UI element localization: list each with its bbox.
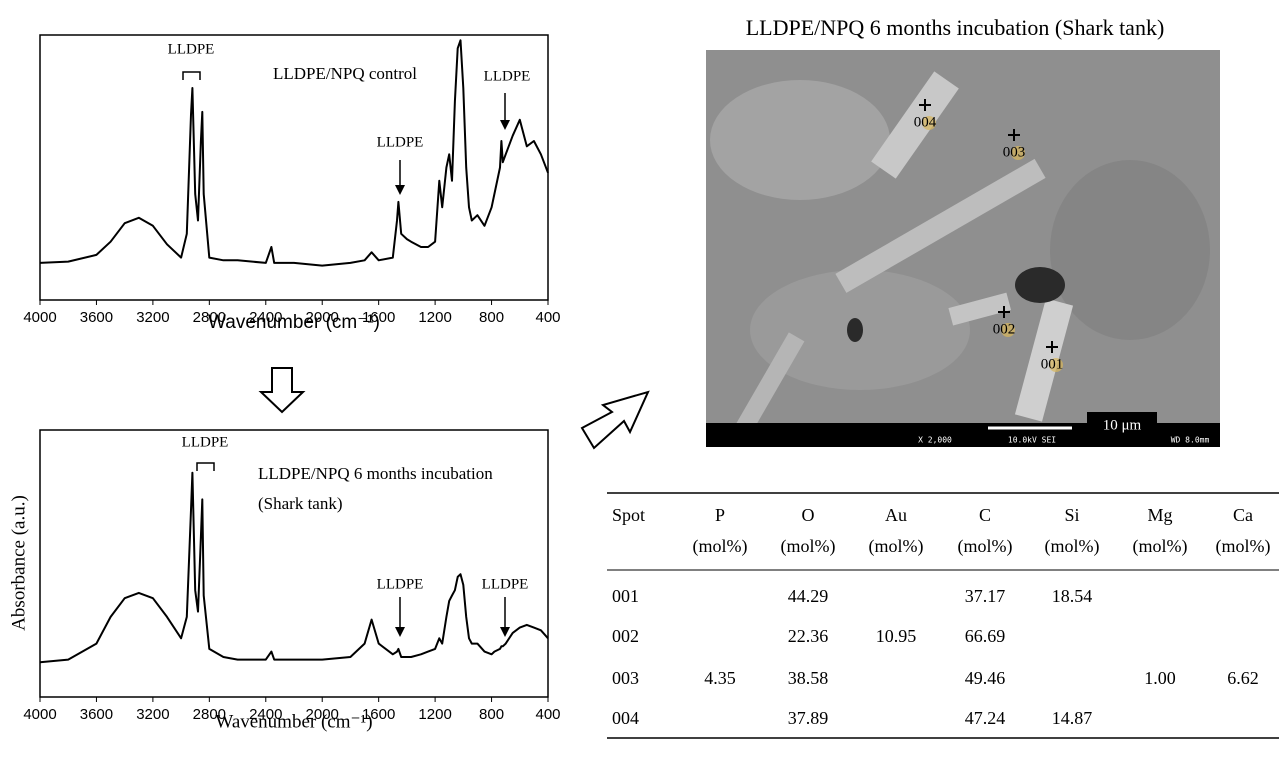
magnification: X 2,000 <box>918 436 952 445</box>
annotation: (Shark tank) <box>258 494 343 513</box>
table-header: Ca <box>1233 505 1253 525</box>
table-cell: 66.69 <box>965 626 1006 646</box>
table-cell: 37.89 <box>788 708 829 728</box>
table-unit: (mol%) <box>1133 536 1188 557</box>
table-unit: (mol%) <box>1045 536 1100 557</box>
table-cell: 6.62 <box>1227 668 1259 688</box>
table-cell: 002 <box>612 626 639 646</box>
scale-label: 10 μm <box>1103 417 1142 433</box>
annotation: LLDPE <box>377 134 424 150</box>
annotation: LLDPE/NPQ 6 months incubation <box>258 464 493 483</box>
spot-label: 004 <box>914 114 937 130</box>
annotation: LLDPE <box>482 576 529 592</box>
annotation: LLDPE <box>168 41 215 57</box>
arrow-head <box>500 120 510 130</box>
figure: LLDPE/NPQ 6 months incubation (Shark tan… <box>0 0 1279 761</box>
table-unit: (mol%) <box>1216 536 1271 557</box>
spot-label: 001 <box>1041 356 1064 372</box>
table-cell: 10.95 <box>876 626 917 646</box>
table-header: Mg <box>1147 505 1172 525</box>
table-unit: (mol%) <box>869 536 924 557</box>
annotation: LLDPE <box>484 68 531 84</box>
texture <box>710 80 890 200</box>
x-tick-label: 4000 <box>23 706 56 723</box>
spot-label: 002 <box>993 321 1016 337</box>
table-header: C <box>979 505 991 525</box>
table-cell: 14.87 <box>1052 708 1093 728</box>
pit <box>1015 267 1065 303</box>
table-unit: (mol%) <box>781 536 836 557</box>
x-tick-label: 1200 <box>418 706 451 723</box>
table-header: Si <box>1064 505 1079 525</box>
x-axis-label: Wavenumber (cm⁻¹) <box>215 711 372 732</box>
table-cell: 18.54 <box>1052 586 1093 606</box>
diagonal-arrow <box>582 392 648 448</box>
voltage: 10.0kV SEI <box>1008 436 1056 445</box>
table-cell: 1.00 <box>1144 668 1176 688</box>
table-header: P <box>715 505 725 525</box>
table-cell: 4.35 <box>704 668 736 688</box>
table-cell: 44.29 <box>788 586 829 606</box>
x-tick-label: 3200 <box>136 706 169 723</box>
annotation: LLDPE <box>377 576 424 592</box>
annotation: LLDPE <box>182 434 229 450</box>
table-unit: (mol%) <box>958 536 1013 557</box>
x-tick-label: 400 <box>535 706 560 723</box>
table-header: Spot <box>612 505 645 525</box>
table-cell: 49.46 <box>965 668 1006 688</box>
pit <box>847 318 863 342</box>
bracket <box>183 72 200 80</box>
down-arrow <box>261 368 303 412</box>
x-tick-label: 3200 <box>136 309 169 326</box>
sem-title: LLDPE/NPQ 6 months incubation (Shark tan… <box>746 15 1165 40</box>
spot-label: 003 <box>1003 144 1026 160</box>
working-distance: WD 8.0mm <box>1171 436 1210 445</box>
arrow-head <box>395 185 405 195</box>
annotation: LLDPE/NPQ control <box>273 64 417 83</box>
x-tick-label: 800 <box>479 309 504 326</box>
table-header: Au <box>885 505 907 525</box>
table-cell: 22.36 <box>788 626 829 646</box>
table-cell: 003 <box>612 668 639 688</box>
x-tick-label: 400 <box>535 309 560 326</box>
x-axis-label: Wavenumber (cm⁻¹) <box>208 312 380 333</box>
table-cell: 47.24 <box>965 708 1006 728</box>
y-axis-label: Absorbance (a.u.) <box>8 495 29 631</box>
x-tick-label: 3600 <box>80 706 113 723</box>
texture <box>1050 160 1210 340</box>
table-cell: 37.17 <box>965 586 1006 606</box>
table-unit: (mol%) <box>693 536 748 557</box>
bracket <box>197 463 214 471</box>
table-cell: 38.58 <box>788 668 829 688</box>
x-tick-label: 4000 <box>23 309 56 326</box>
arrow-head <box>395 627 405 637</box>
table-cell: 004 <box>612 708 639 728</box>
x-tick-label: 1200 <box>418 309 451 326</box>
table-cell: 001 <box>612 586 639 606</box>
x-tick-label: 800 <box>479 706 504 723</box>
x-tick-label: 3600 <box>80 309 113 326</box>
table-header: O <box>802 505 815 525</box>
sem-image: 10 μm X 2,000 10.0kV SEI WD 8.0mm <box>706 50 1220 447</box>
arrow-head <box>500 627 510 637</box>
